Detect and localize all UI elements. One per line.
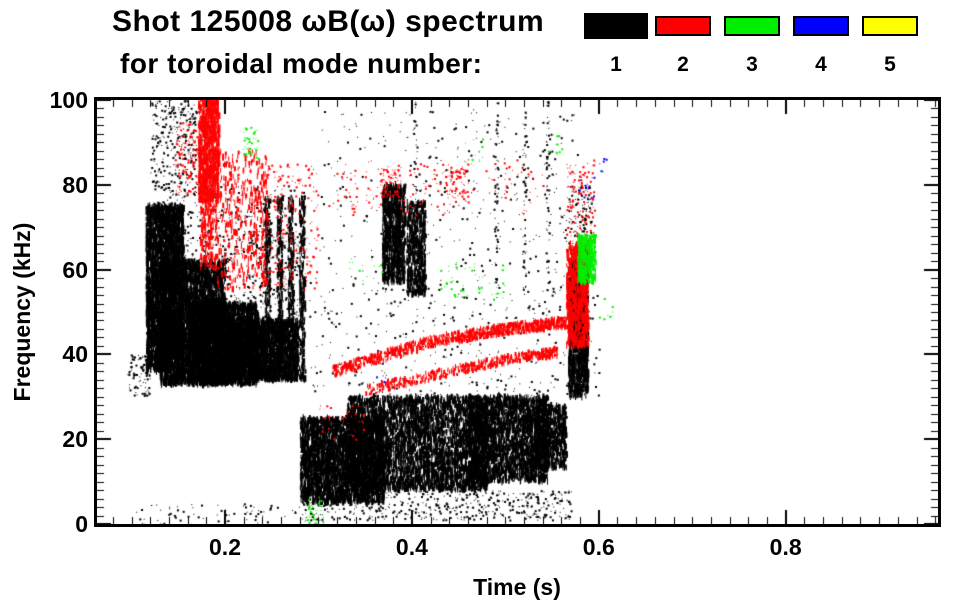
chart-subtitle: for toroidal mode number: — [120, 48, 483, 80]
y-tick-label-80: 80 — [62, 171, 88, 198]
legend-mode-label-2: 2 — [677, 53, 689, 76]
spectrogram-canvas — [97, 100, 938, 524]
plot-frame — [94, 97, 941, 527]
y-axis-label: Frequency (kHz) — [9, 222, 35, 402]
x-tick-label-0.2: 0.2 — [209, 534, 241, 560]
legend-swatch-mode-4 — [793, 16, 849, 36]
legend-swatch-mode-1 — [584, 13, 648, 39]
legend: 1 2 3 4 5 — [0, 0, 963, 90]
y-tick-label-40: 40 — [62, 341, 88, 368]
chart-title: Shot 125008 ωB(ω) spectrum — [112, 5, 544, 39]
legend-swatch-mode-5 — [862, 16, 918, 36]
legend-swatch-mode-3 — [724, 16, 780, 36]
chart-subtitle-text: for toroidal mode number: — [120, 48, 483, 79]
x-axis-label: Time (s) — [473, 574, 561, 600]
y-tick-label-20: 20 — [62, 426, 88, 453]
legend-mode-label-5: 5 — [884, 53, 896, 76]
y-tick-label-60: 60 — [62, 256, 88, 283]
legend-mode-label-1: 1 — [610, 53, 622, 76]
x-tick-label-0.4: 0.4 — [395, 534, 428, 560]
x-tick-label-0.6: 0.6 — [582, 534, 615, 560]
y-tick-label-100: 100 — [49, 87, 88, 113]
chart-title-text: Shot 125008 ωB(ω) spectrum — [112, 5, 545, 38]
legend-mode-label-4: 4 — [815, 53, 827, 76]
y-tick-label-0: 0 — [75, 511, 88, 537]
x-tick-label-0.8: 0.8 — [769, 534, 802, 560]
legend-mode-label-3: 3 — [746, 53, 758, 76]
legend-swatch-mode-2 — [655, 16, 711, 36]
